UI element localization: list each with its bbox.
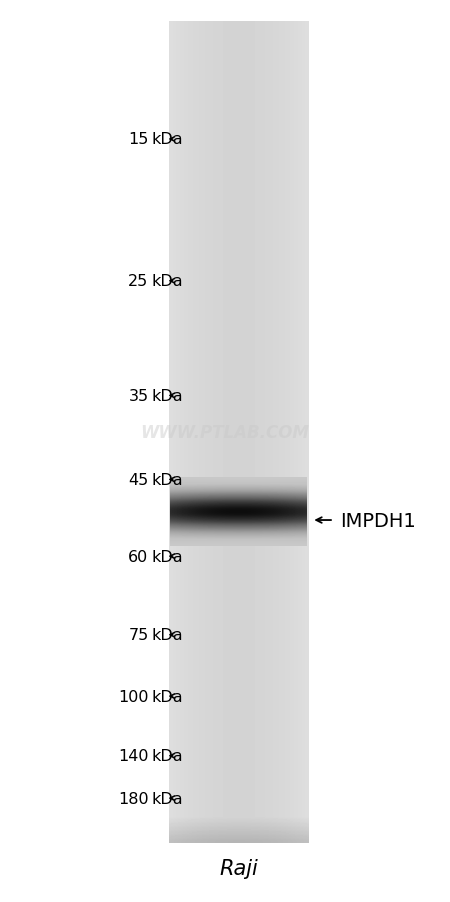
Text: kDa: kDa xyxy=(152,473,183,487)
Text: 45: 45 xyxy=(128,473,149,487)
Text: 180: 180 xyxy=(118,791,148,805)
Text: kDa: kDa xyxy=(152,689,183,704)
Text: kDa: kDa xyxy=(152,274,183,289)
Text: 35: 35 xyxy=(128,389,149,403)
Text: kDa: kDa xyxy=(152,791,183,805)
Text: kDa: kDa xyxy=(152,749,183,763)
Text: 25: 25 xyxy=(128,274,149,289)
Text: 60: 60 xyxy=(128,549,149,564)
Text: kDa: kDa xyxy=(152,628,183,642)
Text: 140: 140 xyxy=(118,749,148,763)
Text: WWW.PTLAB.COM: WWW.PTLAB.COM xyxy=(140,424,310,442)
Text: IMPDH1: IMPDH1 xyxy=(340,511,415,530)
Text: kDa: kDa xyxy=(152,133,183,147)
Text: Raji: Raji xyxy=(219,858,258,878)
Text: kDa: kDa xyxy=(152,389,183,403)
Text: 100: 100 xyxy=(118,689,148,704)
Text: kDa: kDa xyxy=(152,549,183,564)
Text: 75: 75 xyxy=(128,628,149,642)
Text: 15: 15 xyxy=(128,133,149,147)
